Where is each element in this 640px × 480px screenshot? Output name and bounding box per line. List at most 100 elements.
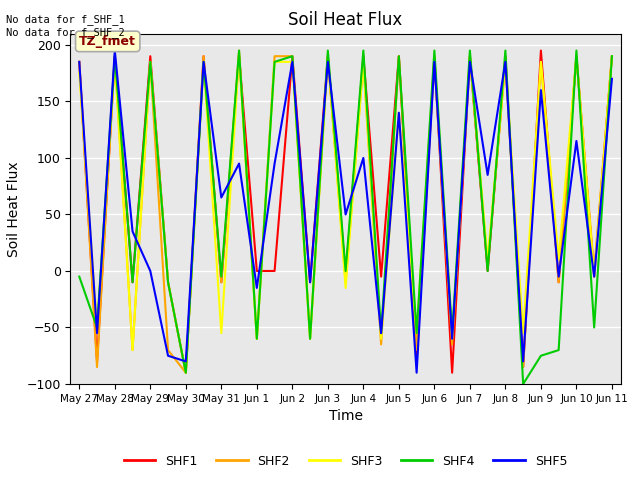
SHF2 xyxy=(555,279,563,285)
SHF4 xyxy=(93,324,101,330)
SHF3 xyxy=(111,59,118,65)
SHF2 xyxy=(377,342,385,348)
SHF4 xyxy=(236,48,243,53)
SHF5 xyxy=(342,212,349,217)
SHF4 xyxy=(164,279,172,285)
SHF4 xyxy=(324,48,332,53)
SHF1 xyxy=(307,279,314,285)
Line: SHF3: SHF3 xyxy=(79,56,612,372)
SHF5 xyxy=(537,87,545,93)
SHF2 xyxy=(573,53,580,59)
SHF5 xyxy=(93,330,101,336)
SHF3 xyxy=(253,336,260,342)
SHF3 xyxy=(555,257,563,263)
Line: SHF1: SHF1 xyxy=(79,50,612,372)
SHF5 xyxy=(555,274,563,279)
SHF4 xyxy=(200,59,207,65)
SHF5 xyxy=(200,59,207,65)
SHF2 xyxy=(236,48,243,53)
SHF5 xyxy=(324,59,332,65)
SHF4 xyxy=(360,48,367,53)
SHF1 xyxy=(519,364,527,370)
SHF1 xyxy=(555,279,563,285)
SHF3 xyxy=(342,285,349,291)
SHF3 xyxy=(164,279,172,285)
X-axis label: Time: Time xyxy=(328,409,363,423)
SHF3 xyxy=(307,336,314,342)
SHF3 xyxy=(573,53,580,59)
SHF1 xyxy=(395,53,403,59)
SHF2 xyxy=(519,364,527,370)
SHF5 xyxy=(466,59,474,65)
SHF5 xyxy=(76,59,83,65)
SHF3 xyxy=(519,330,527,336)
SHF4 xyxy=(573,48,580,53)
SHF1 xyxy=(236,53,243,59)
SHF4 xyxy=(590,324,598,330)
SHF3 xyxy=(147,59,154,65)
SHF1 xyxy=(590,274,598,279)
SHF1 xyxy=(200,53,207,59)
SHF4 xyxy=(76,274,83,279)
SHF5 xyxy=(164,353,172,359)
SHF4 xyxy=(413,330,420,336)
SHF3 xyxy=(395,110,403,116)
SHF4 xyxy=(431,48,438,53)
SHF3 xyxy=(502,59,509,65)
SHF5 xyxy=(147,268,154,274)
SHF1 xyxy=(448,370,456,375)
SHF1 xyxy=(360,53,367,59)
SHF2 xyxy=(93,364,101,370)
SHF2 xyxy=(395,53,403,59)
SHF4 xyxy=(537,353,545,359)
SHF5 xyxy=(307,279,314,285)
SHF3 xyxy=(413,330,420,336)
SHF4 xyxy=(519,381,527,387)
SHF4 xyxy=(147,59,154,65)
SHF1 xyxy=(253,268,260,274)
SHF3 xyxy=(484,257,492,263)
SHF5 xyxy=(360,155,367,161)
SHF5 xyxy=(519,359,527,364)
SHF4 xyxy=(182,370,189,375)
SHF3 xyxy=(448,336,456,342)
SHF1 xyxy=(573,53,580,59)
SHF1 xyxy=(271,268,278,274)
SHF4 xyxy=(466,48,474,53)
SHF1 xyxy=(377,274,385,279)
SHF5 xyxy=(253,285,260,291)
SHF5 xyxy=(271,161,278,167)
SHF2 xyxy=(590,268,598,274)
SHF3 xyxy=(590,274,598,279)
SHF5 xyxy=(377,330,385,336)
Text: No data for f_SHF_1
No data for f_SHF_2: No data for f_SHF_1 No data for f_SHF_2 xyxy=(6,14,125,38)
SHF2 xyxy=(182,370,189,375)
SHF1 xyxy=(484,268,492,274)
Line: SHF4: SHF4 xyxy=(79,50,612,384)
SHF2 xyxy=(307,336,314,342)
Text: TZ_fmet: TZ_fmet xyxy=(79,35,136,48)
SHF4 xyxy=(377,330,385,336)
SHF1 xyxy=(431,53,438,59)
SHF2 xyxy=(147,59,154,65)
SHF1 xyxy=(111,53,118,59)
SHF4 xyxy=(129,279,136,285)
Line: SHF2: SHF2 xyxy=(79,50,612,372)
SHF5 xyxy=(573,138,580,144)
SHF1 xyxy=(164,279,172,285)
SHF3 xyxy=(377,336,385,342)
SHF5 xyxy=(431,59,438,65)
SHF2 xyxy=(342,279,349,285)
SHF4 xyxy=(448,330,456,336)
SHF3 xyxy=(218,330,225,336)
SHF2 xyxy=(466,53,474,59)
SHF2 xyxy=(413,347,420,353)
SHF1 xyxy=(608,53,616,59)
SHF1 xyxy=(324,53,332,59)
SHF4 xyxy=(111,53,118,59)
SHF2 xyxy=(431,59,438,65)
SHF1 xyxy=(147,53,154,59)
SHF5 xyxy=(289,59,296,65)
SHF1 xyxy=(218,279,225,285)
SHF1 xyxy=(93,359,101,364)
